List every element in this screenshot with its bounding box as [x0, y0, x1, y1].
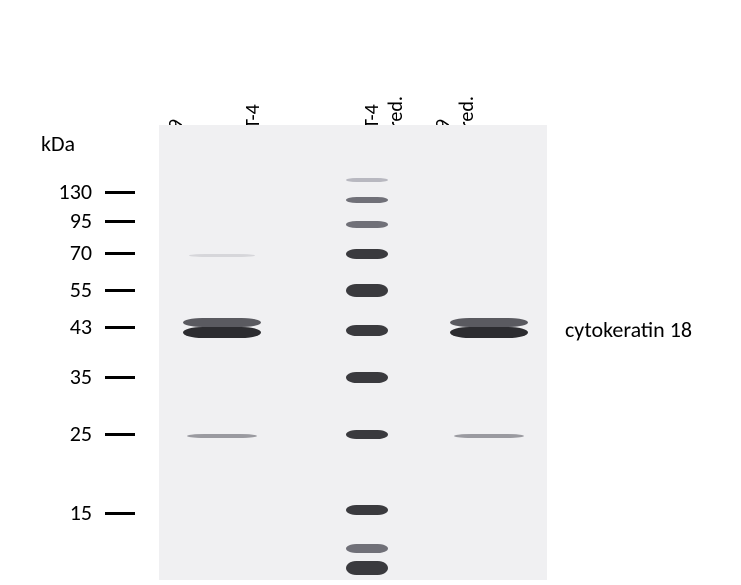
mw-tick: [105, 191, 135, 194]
ladder-band: [346, 561, 388, 575]
band-annotation: cytokeratin 18: [565, 316, 692, 343]
protein-band-veryfaint: [189, 254, 255, 257]
ladder-band: [346, 197, 388, 203]
mw-tick: [105, 512, 135, 515]
protein-band-faint: [454, 434, 524, 438]
mw-tick: [105, 220, 135, 223]
protein-band-faint: [187, 434, 257, 438]
axis-title: kDa: [41, 130, 75, 157]
western-blot-figure: kDa 13095705543352515 HT-29red.MOLT-4red…: [0, 0, 741, 585]
protein-band-doublet: [183, 318, 261, 345]
ladder-band: [346, 372, 388, 383]
mw-label: 35: [0, 363, 92, 390]
ladder-band: [346, 325, 388, 336]
mw-label: 70: [0, 239, 92, 266]
ladder-band: [346, 284, 388, 297]
mw-tick: [105, 433, 135, 436]
mw-label: 43: [0, 313, 92, 340]
mw-tick: [105, 326, 135, 329]
mw-label: 25: [0, 420, 92, 447]
ladder-band: [346, 430, 388, 439]
mw-label: 55: [0, 276, 92, 303]
mw-tick: [105, 376, 135, 379]
ladder-band: [346, 221, 388, 228]
ladder-band: [346, 178, 388, 182]
mw-tick: [105, 289, 135, 292]
ladder-band: [346, 505, 388, 515]
mw-label: 130: [0, 178, 92, 205]
mw-tick: [105, 252, 135, 255]
mw-label: 15: [0, 499, 92, 526]
ladder-band: [346, 544, 388, 553]
ladder-band: [346, 249, 388, 259]
mw-label: 95: [0, 207, 92, 234]
protein-band-doublet: [450, 318, 528, 345]
